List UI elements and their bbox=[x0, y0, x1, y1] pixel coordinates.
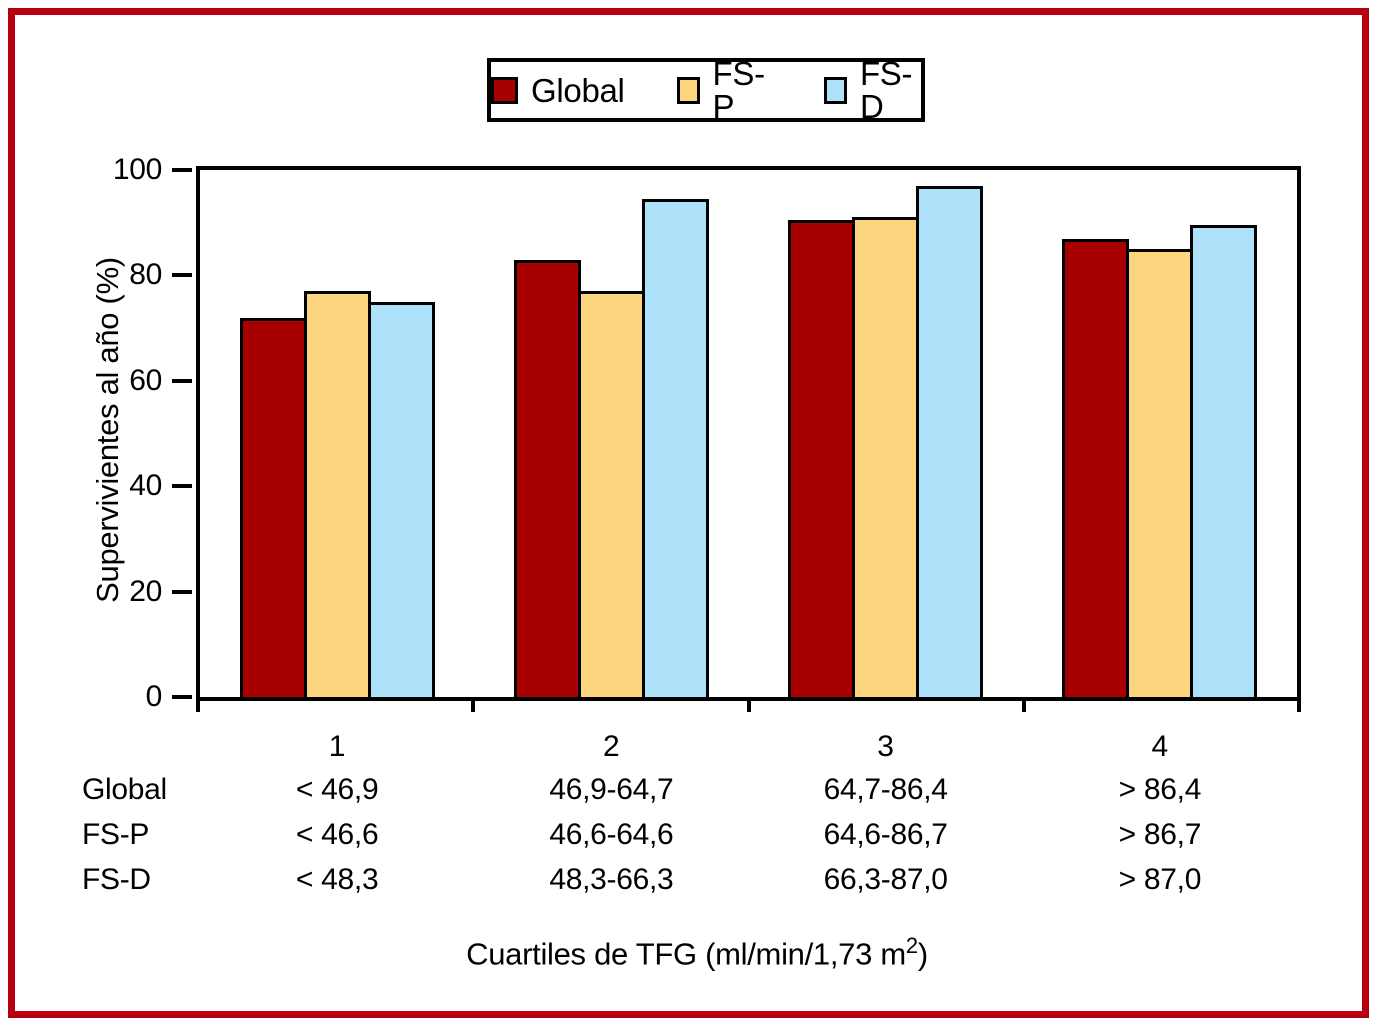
category-label-2: 2 bbox=[603, 730, 620, 763]
bar-global-q3 bbox=[788, 220, 856, 697]
table-cell-global-q3: 64,7-86,4 bbox=[823, 773, 948, 806]
table-cell-fs-p-q2: 46,6-64,6 bbox=[549, 818, 674, 851]
bar-global-q1 bbox=[239, 318, 307, 697]
x-tick-2 bbox=[746, 697, 751, 712]
table-cell-fs-d-q2: 48,3-66,3 bbox=[549, 863, 674, 896]
y-tick-40 bbox=[172, 484, 192, 489]
x-tick-1 bbox=[471, 697, 476, 712]
y-tick-label-20: 20 bbox=[129, 574, 162, 608]
legend-label-global: Global bbox=[531, 71, 625, 109]
table-cell-global-q1: < 46,9 bbox=[295, 773, 379, 806]
y-tick-label-80: 80 bbox=[129, 258, 162, 292]
table-cell-fs-p-q4: > 86,7 bbox=[1118, 818, 1202, 851]
table-cell-fs-d-q3: 66,3-87,0 bbox=[823, 863, 948, 896]
y-tick-label-40: 40 bbox=[129, 469, 162, 503]
bar-global-q4 bbox=[1062, 239, 1130, 697]
legend-swatch-fs-d bbox=[824, 76, 847, 104]
bar-fs-d-q4 bbox=[1190, 225, 1258, 697]
table-cell-global-q4: > 86,4 bbox=[1118, 773, 1202, 806]
x-tick-4 bbox=[1297, 697, 1301, 712]
bar-fs-d-q3 bbox=[916, 186, 984, 697]
y-tick-label-0: 0 bbox=[145, 680, 163, 713]
legend-swatch-fs-p bbox=[676, 76, 700, 104]
legend-label-fs-p: FS-P bbox=[712, 55, 766, 125]
x-axis-title-close: ) bbox=[917, 936, 928, 972]
table-row-label-fs-d: FS-D bbox=[82, 863, 151, 896]
table-cell-fs-d-q4: > 87,0 bbox=[1118, 863, 1202, 896]
bar-fs-p-q3 bbox=[852, 217, 920, 697]
bar-fs-d-q2 bbox=[641, 199, 709, 697]
y-tick-label-100: 100 bbox=[112, 153, 162, 186]
table-cell-fs-d-q1: < 48,3 bbox=[295, 863, 379, 896]
y-tick-80 bbox=[172, 273, 192, 278]
y-tick-label-60: 60 bbox=[129, 363, 162, 397]
table-cell-fs-p-q1: < 46,6 bbox=[295, 818, 379, 851]
bar-fs-p-q2 bbox=[577, 291, 645, 697]
y-tick-60 bbox=[172, 378, 192, 383]
x-axis-title-superscript: 2 bbox=[905, 933, 918, 958]
plot-area bbox=[196, 166, 1301, 701]
bar-fs-p-q1 bbox=[303, 291, 371, 697]
category-label-3: 3 bbox=[877, 730, 894, 763]
y-tick-0 bbox=[172, 695, 192, 699]
table-cell-fs-p-q3: 64,6-86,7 bbox=[823, 818, 948, 851]
category-label-1: 1 bbox=[328, 730, 346, 763]
x-axis-title-text: Cuartiles de TFG (ml/min/1,73 m bbox=[466, 936, 906, 972]
table-row-label-fs-p: FS-P bbox=[82, 818, 150, 851]
legend-swatch-global bbox=[491, 76, 518, 104]
bar-fs-p-q4 bbox=[1126, 249, 1194, 697]
table-row-label-global: Global bbox=[82, 773, 167, 806]
bar-fs-d-q1 bbox=[367, 302, 435, 697]
bar-global-q2 bbox=[513, 260, 581, 697]
x-tick-0 bbox=[196, 697, 200, 712]
legend-item-fs-d: FS-D bbox=[824, 57, 921, 123]
table-cell-global-q2: 46,9-64,7 bbox=[549, 773, 674, 806]
x-axis-title: Cuartiles de TFG (ml/min/1,73 m2) bbox=[397, 926, 997, 971]
y-tick-20 bbox=[172, 589, 192, 594]
y-tick-100 bbox=[172, 168, 192, 172]
legend: Global FS-P FS-D bbox=[487, 55, 925, 125]
legend-item-global: Global bbox=[491, 74, 625, 107]
category-label-4: 4 bbox=[1151, 730, 1169, 763]
legend-label-fs-d: FS-D bbox=[859, 55, 913, 125]
x-tick-3 bbox=[1021, 697, 1026, 712]
legend-item-fs-p: FS-P bbox=[676, 55, 772, 125]
